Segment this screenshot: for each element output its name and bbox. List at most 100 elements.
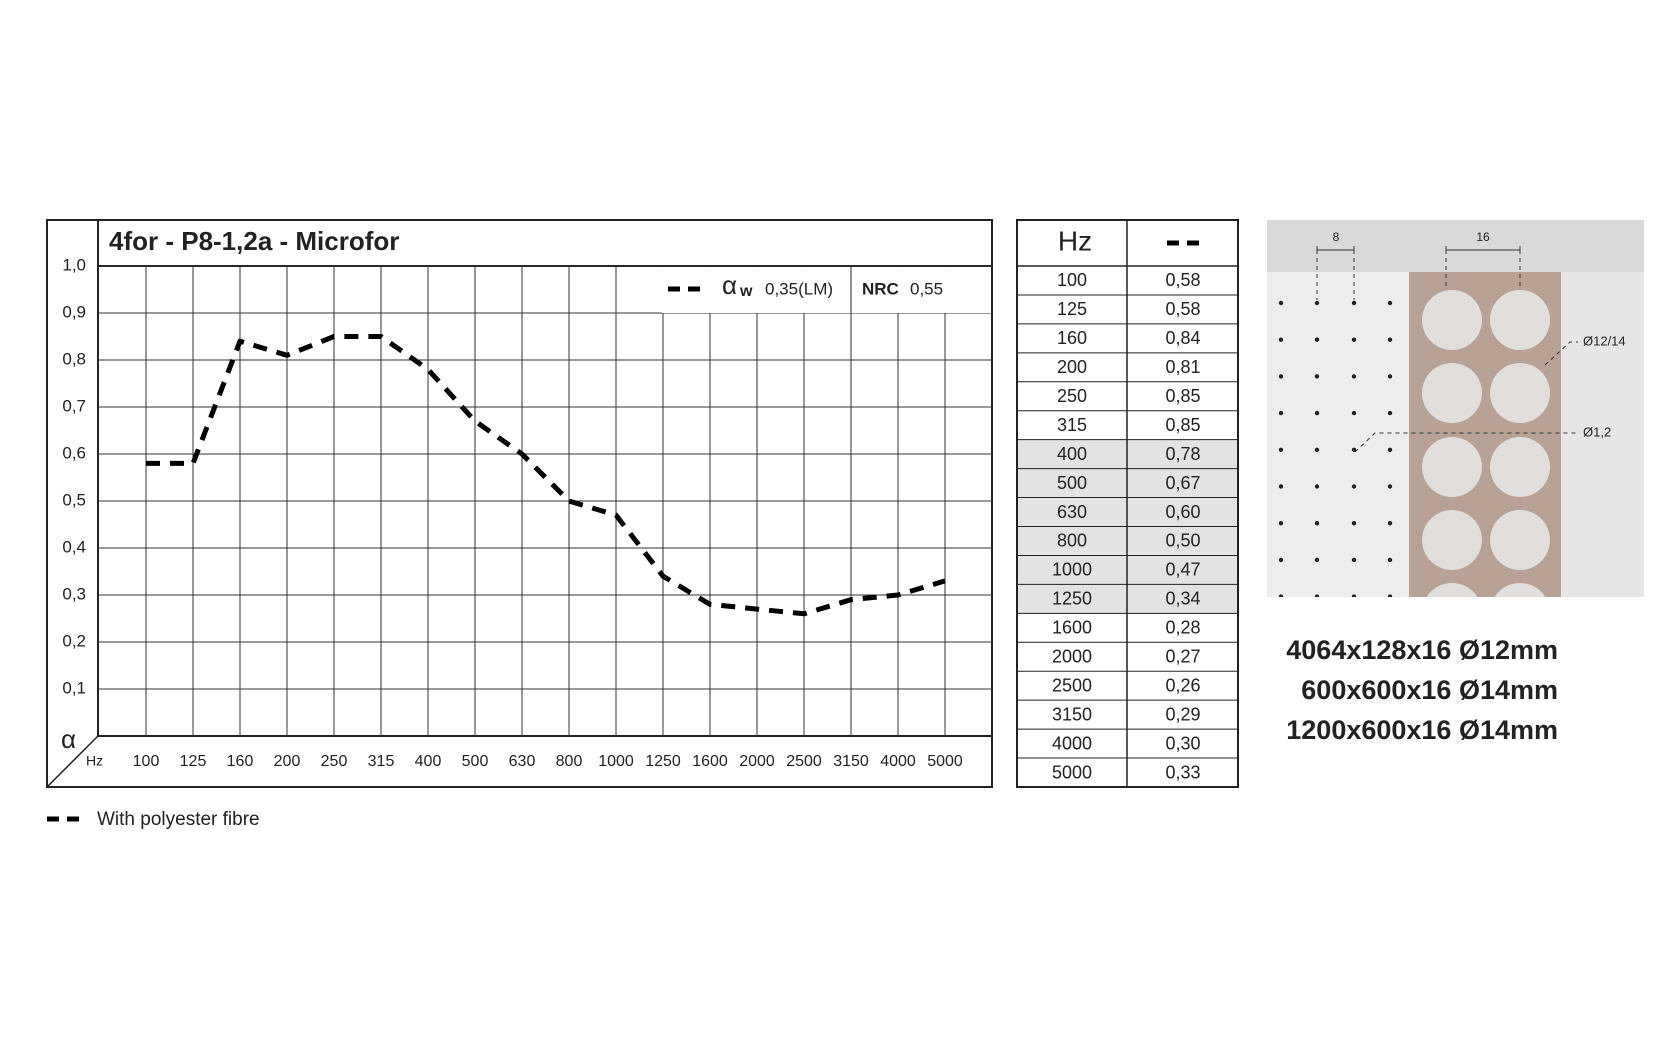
perforation [1278, 300, 1284, 306]
x-tick-label: 250 [321, 753, 348, 770]
table-cell: 0,84 [1165, 328, 1200, 348]
table-cell: 0,58 [1165, 299, 1200, 319]
perforation [1314, 557, 1320, 563]
x-tick-label: 2000 [739, 753, 775, 770]
x-tick-label: 1250 [645, 753, 681, 770]
dim-label: 8 [1333, 230, 1340, 244]
x-tick-label: 800 [556, 753, 583, 770]
table-cell: 630 [1057, 502, 1087, 522]
alpha-w-value: 0,35(LM) [765, 279, 833, 298]
table-cell: 1600 [1052, 618, 1092, 638]
x-tick-label: 5000 [927, 753, 963, 770]
perforation [1351, 594, 1357, 597]
hole [1490, 290, 1550, 350]
perforation [1351, 410, 1357, 416]
perforation [1387, 337, 1393, 342]
table-cell: 2000 [1052, 647, 1092, 667]
table-cell: 3150 [1052, 704, 1092, 724]
perforation [1278, 337, 1284, 342]
perforation [1278, 374, 1284, 379]
y-tick-label: 0,3 [62, 584, 86, 603]
perforation [1351, 337, 1357, 342]
y-tick-label: 0,1 [62, 678, 86, 697]
alpha-w-symbol: α [722, 270, 737, 300]
hole [1422, 290, 1482, 350]
hole [1426, 583, 1478, 597]
dim-label: 16 [1476, 230, 1490, 244]
perforation [1278, 484, 1284, 489]
perforation [1351, 521, 1357, 526]
x-tick-label: 100 [133, 753, 160, 770]
table-cell: 0,28 [1165, 618, 1200, 638]
y-tick-label: 0,7 [62, 396, 86, 415]
perforation [1314, 521, 1320, 526]
hole [1490, 437, 1550, 497]
perforation [1314, 337, 1320, 342]
table-cell: 800 [1057, 531, 1087, 551]
perforation [1314, 484, 1320, 489]
perforation [1278, 447, 1284, 452]
table-cell: 100 [1057, 270, 1087, 290]
table-cell: 4000 [1052, 733, 1092, 753]
table-cell: 5000 [1052, 762, 1092, 782]
chart-title: 4for - P8-1,2a - Microfor [109, 226, 399, 256]
perforation [1351, 374, 1357, 379]
table-cell: 0,50 [1165, 531, 1200, 551]
table-cell: 1000 [1052, 560, 1092, 580]
table-cell: 2500 [1052, 675, 1092, 695]
x-tick-label: 315 [368, 753, 395, 770]
series-line [146, 334, 946, 617]
table-cell: 200 [1057, 357, 1087, 377]
table-cell: 0,81 [1165, 357, 1200, 377]
table-cell: 0,27 [1165, 647, 1200, 667]
table-cell: 0,34 [1165, 589, 1200, 609]
y-tick-label: 1,0 [62, 255, 86, 274]
x-axis-label: Hz [86, 753, 103, 769]
table-cell: 160 [1057, 328, 1087, 348]
y-tick-label: 0,4 [62, 537, 86, 556]
table-cell: 315 [1057, 415, 1087, 435]
annotation-box [662, 267, 991, 313]
table-cell: 0,47 [1165, 560, 1200, 580]
x-tick-label: 200 [274, 753, 301, 770]
table-cell: 0,85 [1165, 386, 1200, 406]
hole [1490, 510, 1550, 570]
table-cell: 0,85 [1165, 415, 1200, 435]
dim-label: Ø1,2 [1583, 424, 1611, 439]
table-cell: 400 [1057, 444, 1087, 464]
y-tick-label: 0,8 [62, 349, 86, 368]
perforation [1387, 484, 1393, 489]
table-cell: 0,60 [1165, 502, 1200, 522]
perforation [1314, 410, 1320, 416]
perforation [1314, 300, 1320, 306]
hole [1490, 363, 1550, 423]
perforation [1387, 300, 1393, 306]
size-text: 4064x128x16 Ø12mm [1286, 635, 1558, 665]
x-tick-label: 1600 [692, 753, 728, 770]
chart-frame [46, 219, 993, 788]
perforation-diagram [1267, 220, 1644, 597]
perforation [1314, 374, 1320, 379]
table-cell: 250 [1057, 386, 1087, 406]
table-cell: 0,78 [1165, 444, 1200, 464]
x-tick-label: 500 [462, 753, 489, 770]
table-cell: 0,33 [1165, 762, 1200, 782]
x-tick-label: 4000 [880, 753, 916, 770]
alpha-w-sub: w [739, 283, 753, 300]
hole [1422, 437, 1482, 497]
x-tick-label: 2500 [786, 753, 822, 770]
perforation [1314, 447, 1320, 452]
x-tick-label: 1000 [598, 753, 634, 770]
perforation [1314, 594, 1320, 597]
y-tick-label: 0,5 [62, 490, 86, 509]
table-cell: 0,29 [1165, 704, 1200, 724]
perforation [1278, 557, 1284, 563]
x-tick-label: 400 [415, 753, 442, 770]
dim-label: Ø12/14 [1583, 333, 1626, 348]
perforation [1351, 447, 1357, 452]
perforation [1387, 594, 1393, 597]
perforation [1387, 410, 1393, 416]
perforation [1278, 410, 1284, 416]
perforation [1278, 521, 1284, 526]
